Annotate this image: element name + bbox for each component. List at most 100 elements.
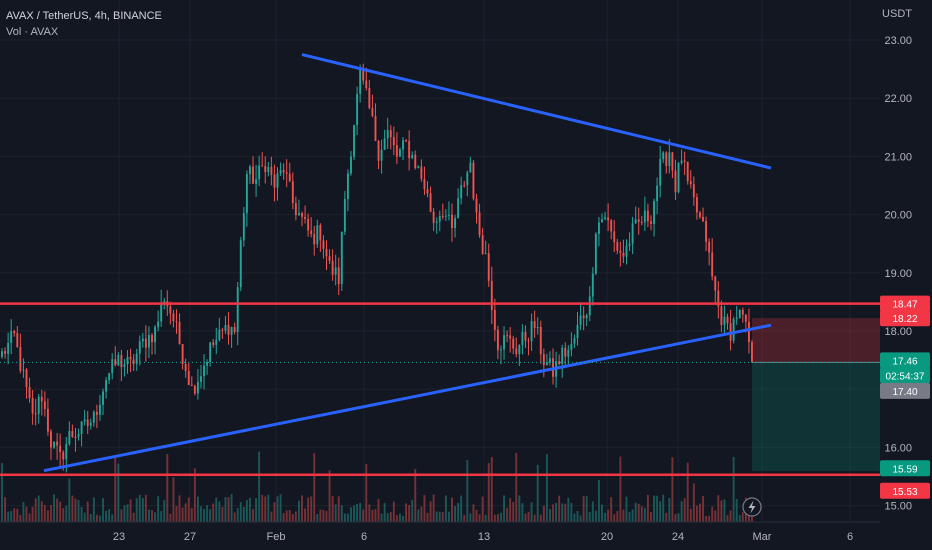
price-tag-label: 18.22 (892, 314, 917, 325)
volume-bar (242, 506, 245, 522)
candle-body (646, 210, 649, 222)
candle-body (723, 316, 726, 325)
volume-bar (374, 508, 377, 522)
candle-body (371, 107, 374, 117)
candle-body (576, 325, 579, 339)
candle-body (705, 221, 708, 242)
candle-body (279, 170, 282, 174)
volume-bar (227, 497, 230, 522)
lightning-glyph (748, 500, 756, 514)
price-tag[interactable]: 02:54:37 (880, 367, 930, 384)
volume-bar (656, 495, 659, 522)
trendline[interactable] (43, 323, 772, 473)
volume-bar (671, 457, 674, 522)
volume-bar (13, 508, 16, 522)
candle-body (68, 431, 71, 445)
volume-bar (356, 504, 359, 522)
candle-body (4, 351, 7, 354)
candle-body (325, 248, 328, 257)
volume-bar (542, 505, 545, 522)
volume-bar (4, 497, 7, 522)
candle-body (304, 216, 307, 219)
volume-bar (631, 509, 634, 522)
candle-body (291, 181, 294, 204)
candle-body (99, 404, 101, 415)
candle-body (83, 419, 86, 422)
volume-bar (190, 508, 193, 522)
price-tag[interactable]: 15.59 (880, 460, 930, 477)
price-tag[interactable]: 15.53 (880, 482, 930, 499)
price-tag[interactable]: 18.47 (880, 295, 930, 312)
candle-body (206, 361, 209, 366)
candle-body (539, 326, 542, 355)
volume-bar (429, 501, 432, 522)
candle-body (423, 178, 426, 190)
candle-body (631, 223, 634, 244)
volume-bar (236, 508, 239, 522)
volume-bar (447, 511, 450, 522)
volume-bar (163, 500, 166, 522)
candle-body (735, 317, 738, 320)
candle-body (221, 329, 224, 331)
volume-bar (304, 508, 307, 522)
candle-body (89, 422, 92, 426)
candle-body (622, 252, 625, 257)
candle-body (160, 303, 163, 322)
volume-bar (579, 515, 582, 522)
candle-body (610, 220, 613, 232)
take-profit-zone[interactable] (752, 362, 880, 472)
volume-bar (469, 513, 472, 522)
trendline[interactable] (301, 53, 772, 170)
candle-body (444, 215, 447, 217)
x-tick-label: 6 (847, 531, 853, 543)
volume-bar (249, 497, 251, 522)
price-tag[interactable]: 17.40 (880, 382, 930, 399)
candle-body (224, 324, 227, 331)
volume-bar (726, 515, 729, 522)
volume-bar (613, 514, 616, 522)
price-tag-box (880, 460, 930, 477)
volume-bar (714, 510, 717, 522)
candle-body (138, 341, 141, 354)
price-axis-panel[interactable] (880, 0, 932, 550)
candle-body (695, 197, 698, 213)
candle-body (56, 441, 59, 446)
candle-body (503, 335, 505, 350)
candle-body (659, 159, 662, 186)
volume-bar (705, 515, 708, 522)
volume-bar (420, 506, 423, 522)
volume-bar (200, 506, 202, 522)
candle-body (686, 161, 689, 182)
volume-bar (184, 503, 187, 522)
candle-body (46, 408, 49, 432)
candle-body (34, 413, 37, 415)
candles (1, 63, 753, 473)
volume-bar (616, 511, 619, 522)
candle-body (331, 260, 334, 275)
volume-bar (417, 509, 420, 522)
price-tag[interactable]: 17.46 (880, 352, 930, 369)
volume-bar (386, 513, 389, 522)
candle-body (475, 198, 478, 213)
stop-loss-zone[interactable] (752, 318, 880, 363)
candle-body (668, 152, 671, 166)
volume-bar (515, 452, 518, 522)
candle-body (597, 222, 600, 234)
candle-body (340, 231, 343, 285)
volume-bar (512, 501, 515, 522)
symbol-line[interactable]: AVAX / TetherUS, 4h, BINANCE (6, 10, 162, 22)
volume-line[interactable]: Vol · AVAX (6, 26, 59, 38)
price-tag[interactable]: 18.22 (880, 310, 930, 327)
volume-bar (408, 505, 411, 522)
candle-body (154, 327, 157, 343)
volume-bar (172, 477, 175, 522)
volume-bar (405, 503, 408, 522)
candle-body (319, 225, 322, 241)
volume-bar (527, 511, 530, 522)
volume-bar (117, 463, 120, 522)
volume-bar (252, 509, 254, 522)
volume-bar (454, 506, 457, 522)
candle-body (313, 233, 316, 245)
candle-body (435, 221, 438, 223)
